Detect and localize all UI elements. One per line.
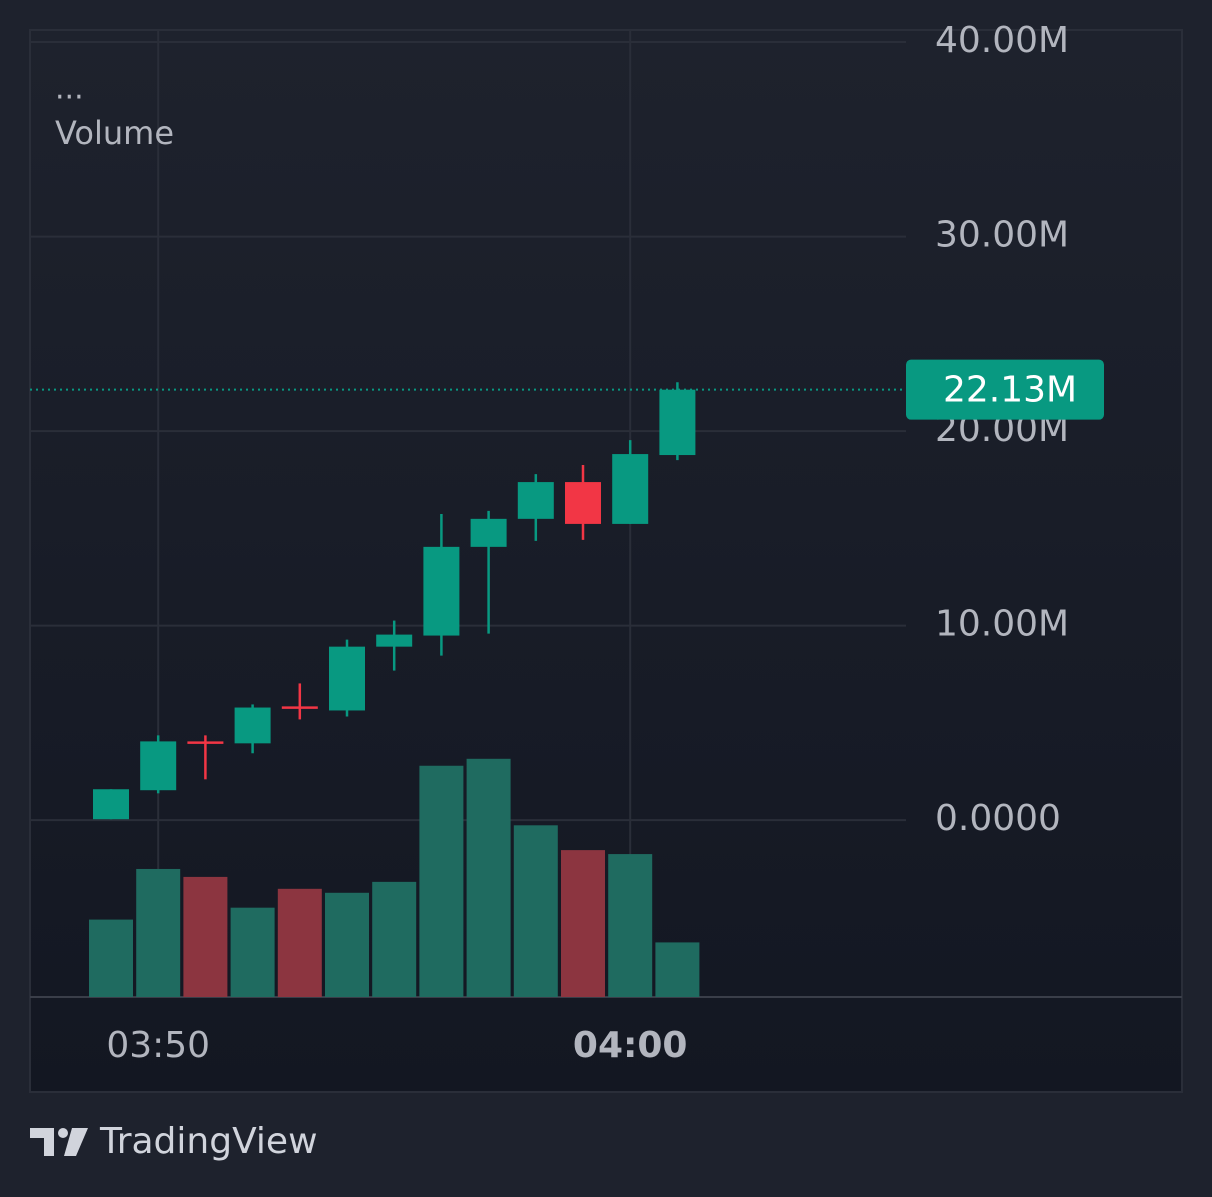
- logo-mark: [30, 1128, 54, 1156]
- x-tick-label: 03:50: [106, 1025, 210, 1066]
- candle-body: [281, 706, 318, 709]
- last-price-badge: [906, 359, 1104, 420]
- logo-mark: [64, 1128, 88, 1156]
- volume-bar: [608, 854, 653, 997]
- y-tick-label: 0.0000: [935, 798, 1061, 839]
- candle-body: [376, 634, 413, 647]
- volume-bars: [89, 758, 700, 997]
- candle-body: [565, 482, 601, 524]
- candle-body: [329, 646, 365, 711]
- last-price-label: 22.13M: [943, 370, 1077, 411]
- candle-body: [140, 741, 177, 791]
- volume-bar: [513, 825, 558, 997]
- volume-bar: [183, 876, 228, 997]
- volume-bar: [655, 942, 700, 997]
- logo-mark: [58, 1128, 68, 1138]
- candles: [93, 382, 696, 820]
- brand-name: TradingView: [99, 1121, 318, 1162]
- volume-bar: [89, 919, 133, 997]
- volume-bar: [277, 888, 322, 997]
- candle-body: [423, 546, 460, 636]
- y-tick-label: 30.00M: [935, 215, 1069, 256]
- legend-volume: Volume: [55, 114, 174, 152]
- volume-bar: [136, 868, 181, 997]
- volume-bar: [372, 881, 417, 997]
- tradingview-logo[interactable]: TradingView: [30, 1121, 318, 1162]
- candle-body: [612, 454, 649, 524]
- candle-body: [659, 389, 696, 456]
- volume-bar: [325, 892, 369, 997]
- volume-bar: [419, 765, 464, 997]
- y-tick-label: 40.00M: [935, 20, 1069, 61]
- y-tick-label: 10.00M: [935, 604, 1069, 645]
- volume-bar: [466, 758, 511, 997]
- candle-body: [234, 707, 271, 744]
- volume-bar: [561, 850, 605, 997]
- legend-title: ...: [55, 72, 84, 107]
- candle-body: [187, 741, 224, 744]
- candle-body: [93, 789, 129, 820]
- candle-body: [517, 482, 554, 519]
- volume-bar: [230, 907, 275, 997]
- x-tick-label: 04:00: [573, 1025, 688, 1066]
- candle-body: [470, 518, 507, 547]
